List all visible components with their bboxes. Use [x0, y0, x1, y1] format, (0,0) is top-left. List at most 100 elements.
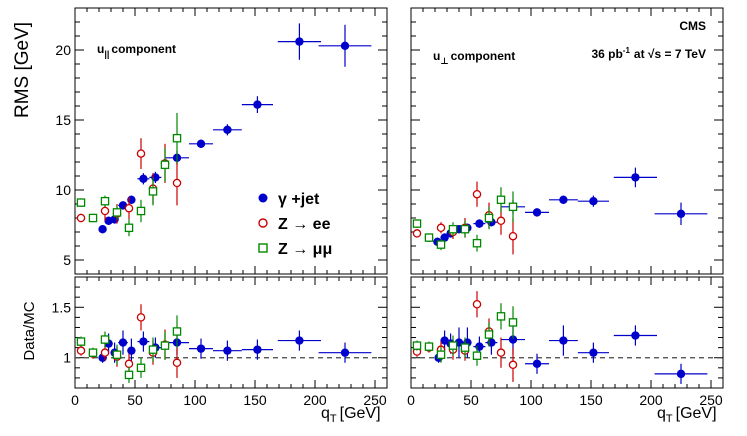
cms-label: CMS	[679, 19, 706, 33]
ylabel-ratio: Data/MC	[21, 301, 38, 360]
data-point-zmumu	[412, 341, 422, 350]
svg-text:qT[GeV]: qT [GeV]	[657, 405, 717, 425]
legend-label-gamma-jet: γ +jet	[278, 191, 320, 208]
y-tick-label: 5	[63, 252, 71, 268]
x-tick-label: 250	[363, 392, 387, 408]
legend-marker-filled-circle	[258, 193, 268, 203]
data-point-zmumu	[448, 341, 458, 350]
data-point-zmumu	[136, 363, 146, 373]
legend-marker-open-circle	[258, 218, 268, 228]
data-point-zmumu	[136, 206, 146, 216]
data-point-zmumu	[112, 350, 122, 359]
x-tick-label: 150	[243, 392, 267, 408]
data-point-gamma-jet	[676, 209, 686, 218]
data-point-zmumu	[160, 341, 170, 350]
data-point-zmumu	[472, 238, 482, 248]
ylabel-rms: RMS [GeV]	[12, 22, 33, 118]
y-tick-label: 1.5	[52, 299, 72, 315]
data-point-zmumu	[124, 370, 134, 380]
data-point-gamma-jet	[532, 208, 542, 217]
svg-text:qT[GeV]: qT [GeV]	[321, 405, 381, 425]
data-point-zmumu	[148, 187, 158, 196]
data-point-zmumu	[412, 219, 422, 228]
legend-label-zmumu: Z → μμ	[278, 241, 332, 258]
annotation-u-perp: u⊥ component	[433, 49, 515, 66]
data-point-zmumu	[508, 318, 518, 327]
data-point-zmumu	[172, 133, 182, 143]
legend: γ +jet Z → ee Z → μμ	[258, 191, 332, 258]
x-tick-label: 200	[639, 392, 663, 408]
data-point-zee	[136, 313, 146, 322]
xlabel-left: qT [GeV]	[321, 405, 381, 425]
legend-item-zmumu: Z → μμ	[258, 241, 332, 258]
data-point-gamma-jet	[127, 346, 136, 355]
data-point-gamma-jet	[440, 233, 449, 242]
data-point-zmumu	[484, 330, 494, 339]
data-point-gamma-jet	[631, 173, 640, 182]
x-tick-label: 250	[699, 392, 723, 408]
data-point-zmumu	[100, 196, 110, 206]
data-point-zmumu	[100, 335, 110, 344]
data-point-zee	[436, 223, 446, 233]
data-point-zee	[172, 358, 182, 368]
data-point-zmumu	[124, 223, 134, 233]
xlabel-right: qT [GeV]	[657, 405, 717, 425]
x-tick-label: 100	[519, 392, 543, 408]
data-point-gamma-jet	[223, 125, 232, 134]
panel-bottom-right-frame	[410, 276, 724, 389]
panel-bottom-left-frame	[74, 276, 388, 389]
x-tick-label: 50	[463, 392, 479, 408]
x-tick-label: 50	[127, 392, 143, 408]
legend-item-zee: Z → ee	[258, 216, 331, 233]
legend-item-gamma-jet: γ +jet	[258, 191, 320, 208]
data-point-zee	[472, 189, 482, 199]
data-point-zmumu	[472, 351, 482, 360]
data-point-gamma-jet	[139, 337, 148, 346]
data-point-zmumu	[424, 233, 434, 242]
data-point-zee	[76, 213, 86, 223]
data-point-zmumu	[424, 342, 434, 351]
data-point-gamma-jet	[340, 41, 350, 50]
data-point-gamma-jet	[98, 225, 107, 234]
data-point-gamma-jet	[253, 345, 262, 354]
data-point-zmumu	[76, 198, 86, 207]
data-point-gamma-jet	[196, 344, 206, 353]
data-points	[76, 23, 708, 384]
data-point-zmumu	[484, 213, 494, 223]
data-point-zee	[172, 178, 182, 188]
data-point-zmumu	[496, 312, 506, 321]
data-point-zee	[124, 203, 134, 213]
x-tick-label: 200	[303, 392, 327, 408]
data-point-gamma-jet	[508, 335, 518, 344]
data-point-zmumu	[436, 350, 446, 359]
data-point-gamma-jet	[340, 348, 350, 357]
data-point-zmumu	[148, 345, 158, 354]
data-point-zee	[124, 359, 134, 369]
data-point-zmumu	[448, 224, 458, 234]
data-point-gamma-jet	[631, 331, 640, 340]
data-point-zee	[100, 206, 110, 216]
data-point-zmumu	[172, 327, 182, 336]
data-point-zmumu	[76, 337, 86, 346]
data-point-gamma-jet	[676, 369, 686, 379]
data-point-gamma-jet	[139, 174, 148, 183]
data-point-gamma-jet	[295, 37, 304, 46]
y-tick-label: 1	[63, 350, 71, 366]
data-point-gamma-jet	[295, 336, 304, 345]
data-point-gamma-jet	[559, 195, 568, 204]
data-point-gamma-jet	[559, 336, 568, 345]
x-tick-label: 100	[183, 392, 207, 408]
data-point-zee	[496, 216, 506, 226]
lumi-label: 36 pb-1 at √s = 7 TeV	[591, 46, 706, 61]
data-point-zmumu	[460, 343, 470, 352]
data-point-zee	[76, 346, 86, 355]
data-point-zee	[508, 360, 518, 370]
data-point-gamma-jet	[532, 359, 542, 368]
data-point-gamma-jet	[589, 348, 598, 357]
data-point-zee	[136, 149, 146, 158]
data-point-zmumu	[436, 240, 446, 249]
annotation-u-parallel: u|| component	[97, 42, 176, 59]
data-point-zmumu	[88, 348, 98, 357]
